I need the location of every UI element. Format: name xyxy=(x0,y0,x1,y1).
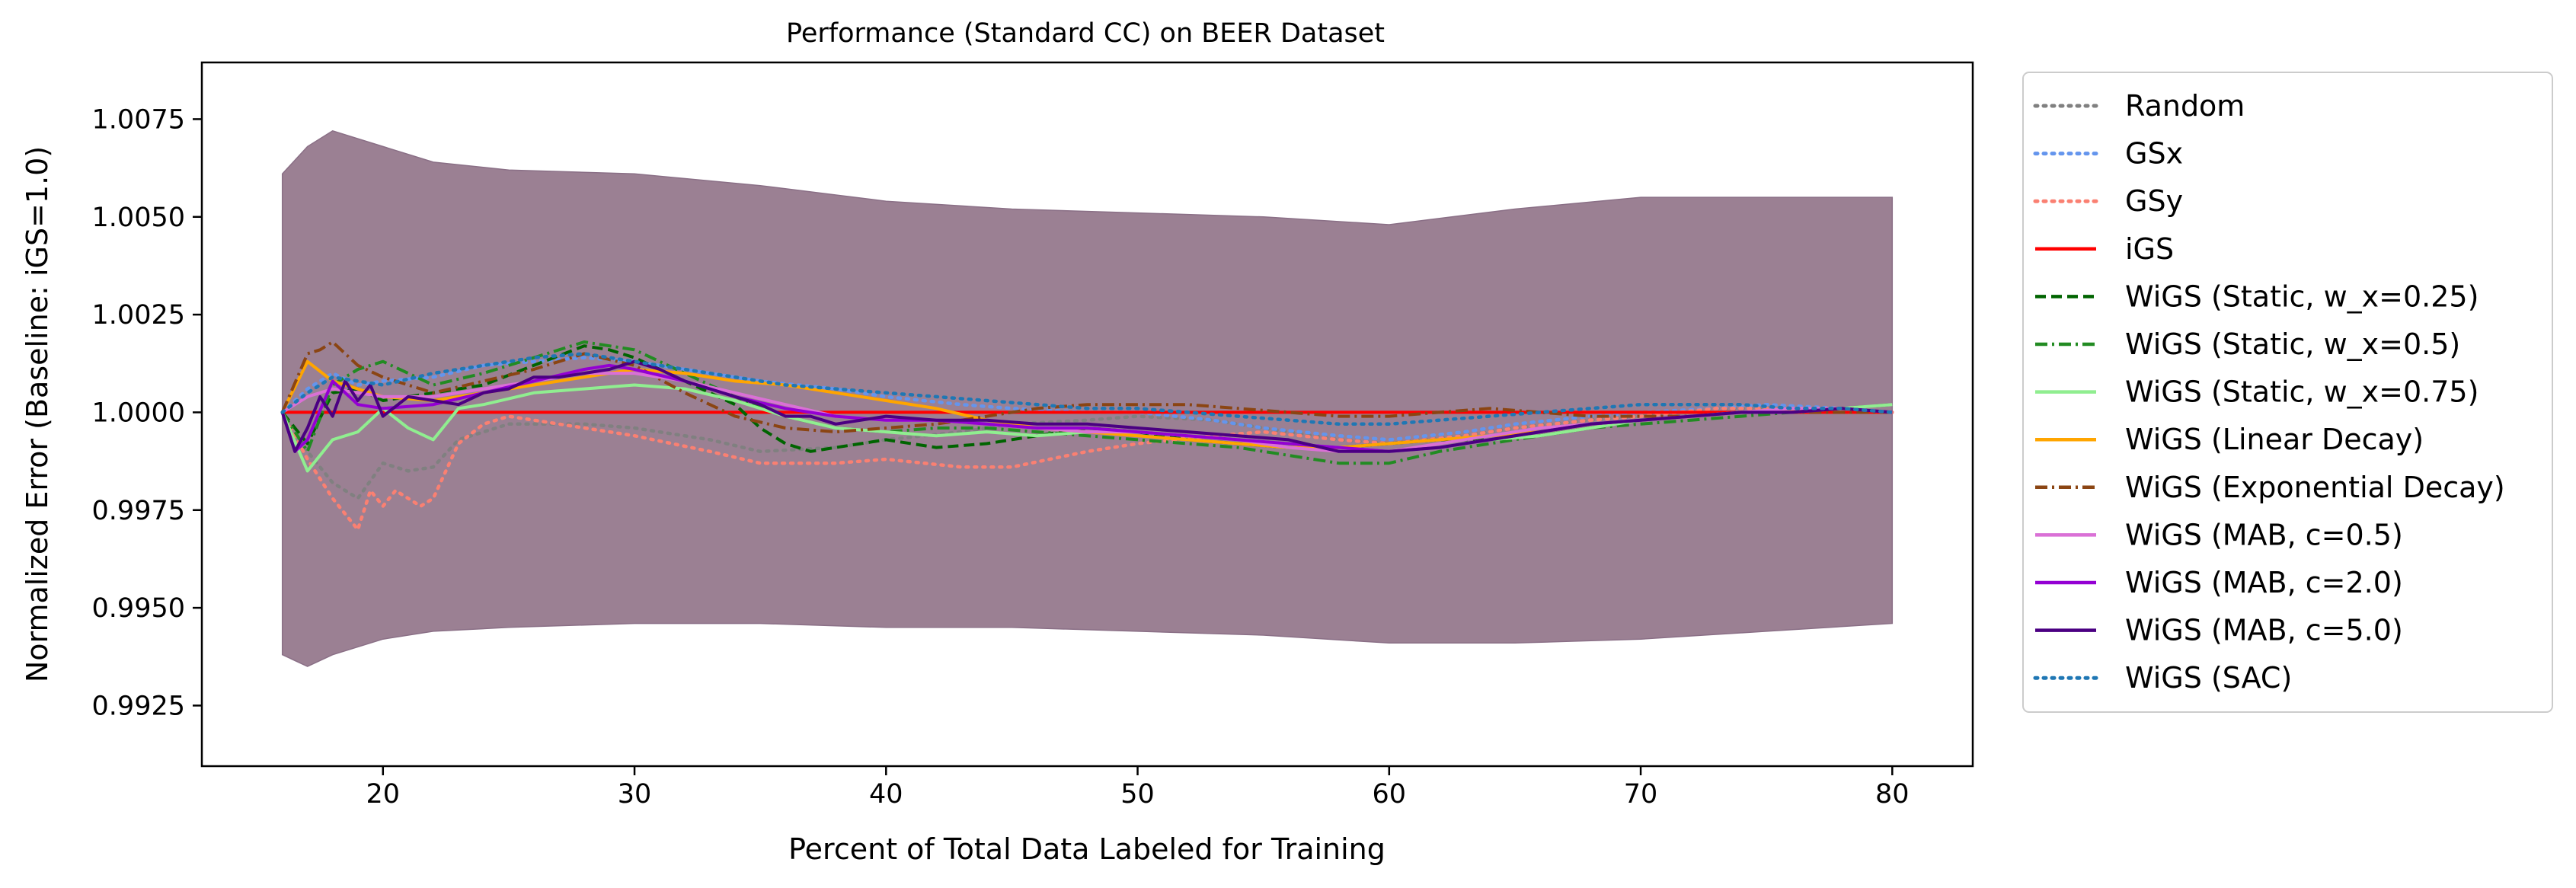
x-tick-label: 20 xyxy=(366,779,401,810)
y-axis-label: Normalized Error (Baseline: iGS=1.0) xyxy=(21,146,54,682)
x-tick-label: 50 xyxy=(1120,779,1155,810)
legend-label-4: WiGS (Static, w_x=0.25) xyxy=(2125,279,2479,313)
legend-label-0: Random xyxy=(2125,89,2245,123)
x-tick-label: 60 xyxy=(1373,779,1407,810)
confidence-band xyxy=(281,129,1894,667)
legend: Random GSx GSy iGS WiGS (Static, w_x=0.25) Wi… xyxy=(2022,72,2553,713)
legend-label-11: WiGS (MAB, c=5.0) xyxy=(2125,614,2403,647)
x-tick-label: 30 xyxy=(618,779,652,810)
legend-label-1: GSx xyxy=(2125,137,2183,171)
x-tick-label: 80 xyxy=(1875,779,1910,810)
series-line-11 xyxy=(280,359,1893,453)
legend-label-3: iGS xyxy=(2125,232,2174,266)
y-tick-label: 0.9975 xyxy=(92,496,185,526)
legend-label-10: WiGS (MAB, c=2.0) xyxy=(2125,566,2403,599)
legend-label-5: WiGS (Static, w_x=0.5) xyxy=(2125,327,2460,361)
legend-label-8: WiGS (Exponential Decay) xyxy=(2125,471,2505,504)
series-line-8 xyxy=(280,340,1893,434)
y-axis: 0.9925 0.9950 0.9975 1.0000 1.0025 1.0050 1.00… xyxy=(92,104,202,721)
y-tick-label: 0.9950 xyxy=(92,593,185,624)
x-axis-label: Percent of Total Data Labeled for Traini… xyxy=(788,832,1385,866)
legend-label-7: WiGS (Linear Decay) xyxy=(2125,423,2424,456)
y-tick-label: 1.0025 xyxy=(92,300,185,331)
y-tick-label: 1.0000 xyxy=(92,398,185,428)
legend-label-6: WiGS (Static, w_x=0.75) xyxy=(2125,375,2479,409)
plot-area xyxy=(280,129,1894,667)
plot-frame xyxy=(200,61,1974,768)
legend-frame xyxy=(2022,72,2553,713)
y-tick-label: 1.0050 xyxy=(92,203,185,233)
chart-title: Performance (Standard CC) on BEER Datase… xyxy=(786,18,1385,49)
legend-label-12: WiGS (SAC) xyxy=(2125,661,2292,695)
series-line-2 xyxy=(280,407,1894,532)
series-line-12 xyxy=(280,352,1894,426)
x-tick-label: 70 xyxy=(1624,779,1658,810)
series-line-4 xyxy=(281,344,1893,453)
x-tick-label: 40 xyxy=(869,779,903,810)
y-tick-label: 1.0075 xyxy=(92,104,185,135)
legend-label-2: GSy xyxy=(2125,184,2183,218)
series-line-6 xyxy=(280,383,1893,473)
x-axis: 20 30 40 50 60 70 80 xyxy=(366,766,1910,810)
legend-label-9: WiGS (MAB, c=0.5) xyxy=(2125,518,2403,551)
y-tick-label: 0.9925 xyxy=(92,691,185,721)
